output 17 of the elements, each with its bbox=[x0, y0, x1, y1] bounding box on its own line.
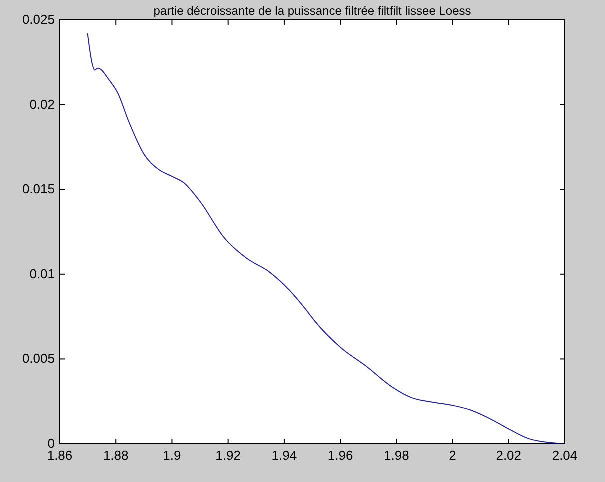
x-tick-label: 1.9 bbox=[163, 448, 182, 463]
x-tick-label: 2.04 bbox=[552, 448, 578, 463]
x-tick-label: 1.92 bbox=[216, 448, 241, 463]
y-tick-label: 0 bbox=[48, 436, 55, 451]
y-tick-label: 0.015 bbox=[22, 182, 55, 197]
y-tick-label: 0.01 bbox=[30, 266, 55, 282]
x-tick-label: 2 bbox=[449, 448, 456, 463]
y-tick-label: 0.005 bbox=[22, 351, 55, 366]
chart-title: partie décroissante de la puissance filtrée filtfilt lissee Loess bbox=[154, 4, 472, 18]
x-tick-label: 2.02 bbox=[496, 448, 522, 463]
x-tick-label: 1.86 bbox=[47, 448, 73, 463]
x-tick-label: 1.96 bbox=[328, 448, 354, 463]
x-tick-label: 1.94 bbox=[272, 448, 298, 463]
y-tick-label: 0.025 bbox=[22, 12, 55, 27]
x-tick-label: 1.88 bbox=[103, 448, 129, 463]
x-tick-label: 1.98 bbox=[384, 448, 410, 463]
y-tick-label: 0.02 bbox=[30, 96, 55, 112]
